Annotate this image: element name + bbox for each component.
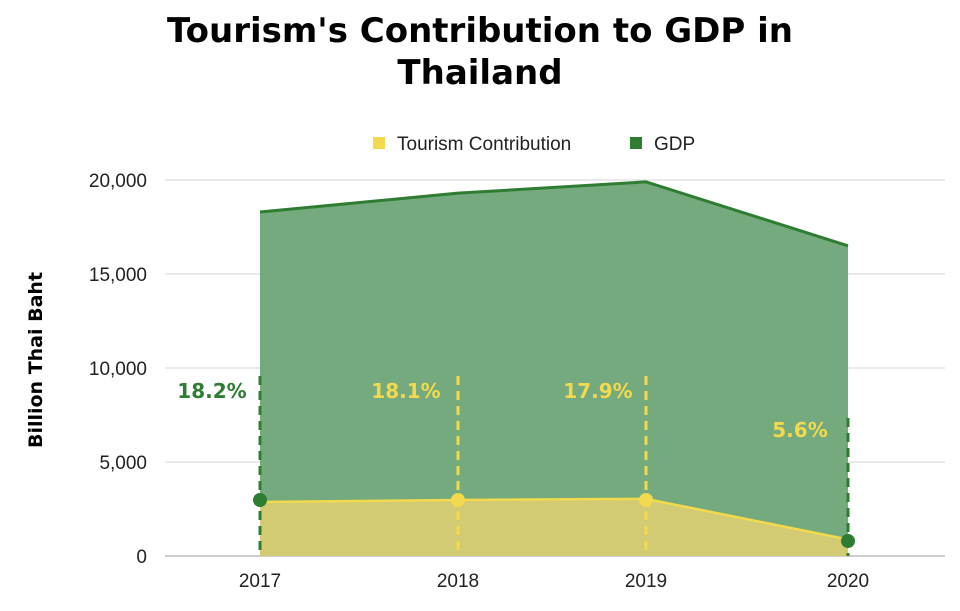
chart-title: Tourism's Contribution to GDP in Thailan…: [0, 10, 960, 94]
annotation-marker: [451, 493, 465, 507]
annotation-marker: [639, 493, 653, 507]
gdp-line: [259, 180, 849, 248]
legend-label: Tourism Contribution: [397, 134, 571, 155]
annotation-label: 17.9%: [563, 379, 632, 403]
axes: 0 5,000 10,000 15,000 20,000 2017 2018 2019 2020: [89, 171, 869, 592]
series-areas: [259, 180, 849, 556]
y-tick-label: 15,000: [89, 265, 147, 286]
y-axis-label: Billion Thai Baht: [25, 272, 47, 448]
annotation-marker: [253, 493, 267, 507]
y-tick-label: 5,000: [99, 453, 147, 474]
legend: Tourism Contribution GDP: [373, 134, 695, 155]
chart-title-line-1: Tourism's Contribution to GDP in: [166, 11, 794, 51]
gdp-area: [260, 181, 848, 556]
annotation-marker: [841, 534, 855, 548]
y-tick-label: 0: [136, 547, 147, 568]
x-tick-label: 2019: [625, 571, 667, 592]
annotation-label: 5.6%: [772, 418, 827, 442]
x-tick-label: 2017: [239, 571, 281, 592]
legend-swatch: [630, 137, 642, 149]
y-tick-label: 20,000: [89, 171, 147, 192]
annotations: 18.2% 18.1% 17.9% 5.6%: [177, 376, 855, 556]
annotation-label: 18.2%: [177, 379, 246, 403]
tourism-area: [260, 498, 848, 556]
chart-title-line-2: Thailand: [397, 53, 563, 93]
legend-label: GDP: [654, 134, 695, 155]
legend-swatch: [373, 137, 385, 149]
x-tick-label: 2020: [827, 571, 869, 592]
tourism-line: [259, 497, 849, 541]
y-tick-label: 10,000: [89, 359, 147, 380]
x-tick-label: 2018: [437, 571, 479, 592]
annotation-label: 18.1%: [371, 379, 440, 403]
